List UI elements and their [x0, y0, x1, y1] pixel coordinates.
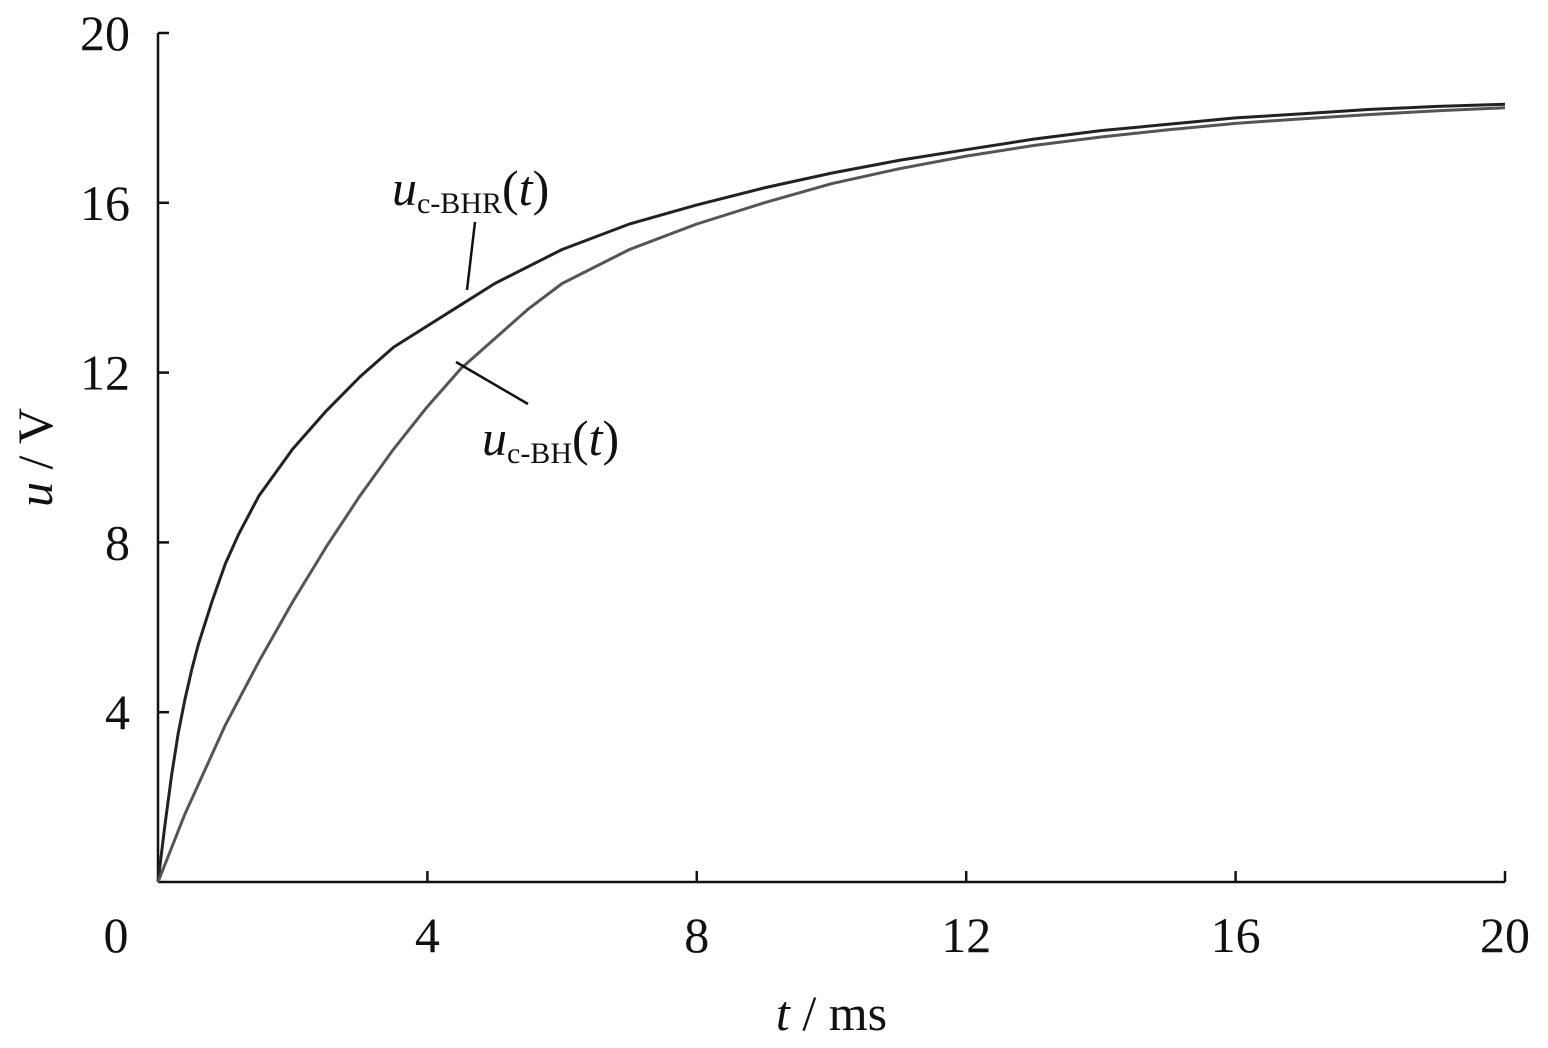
y-tick-label: 4 [105, 684, 130, 740]
axes: 0 4 8 12 16 20 4 8 12 16 20 [80, 5, 1530, 963]
y-tick-label: 20 [80, 5, 130, 61]
series-leader-line-0 [465, 221, 477, 291]
y-axis-unit: / V [7, 408, 63, 482]
x-tick-label: 12 [941, 907, 991, 963]
y-tick-label: 8 [105, 514, 130, 570]
x-axis-title: t / ms [776, 985, 887, 1041]
series-line-1 [156, 106, 1506, 883]
curves [156, 102, 1506, 883]
series-label-arg-var: t [519, 160, 534, 216]
x-tick-label: 20 [1480, 907, 1530, 963]
series-label-var: u [482, 410, 507, 466]
series-leader-line-1 [455, 360, 529, 406]
series-label-var: u [392, 160, 417, 216]
series-label-arg: ( [572, 410, 589, 466]
series-label-arg-close: ) [603, 410, 620, 466]
y-tick-label: 12 [80, 345, 130, 401]
x-tick-label: 0 [104, 907, 129, 963]
x-tick-label: 4 [415, 907, 440, 963]
x-tick-label: 16 [1211, 907, 1261, 963]
series-label-arg: ( [502, 160, 519, 216]
series-label-sub: c-BH [507, 437, 572, 470]
labels: t / msu / Vuc-BHR(t)uc-BH(t) [7, 160, 887, 1041]
series-label-sub: c-BHR [417, 187, 502, 220]
series-label-arg-var: t [589, 410, 604, 466]
x-tick-label: 8 [684, 907, 709, 963]
y-axis-var: u [7, 482, 63, 507]
y-tick-label: 16 [80, 175, 130, 231]
series-label-1: uc-BH(t) [482, 410, 619, 470]
series-label-0: uc-BHR(t) [392, 160, 549, 220]
x-axis-unit: / ms [790, 985, 887, 1041]
series-label-arg-close: ) [533, 160, 550, 216]
x-axis-var: t [776, 985, 791, 1041]
series-line-0 [156, 102, 1506, 883]
y-axis-title: u / V [7, 408, 63, 507]
